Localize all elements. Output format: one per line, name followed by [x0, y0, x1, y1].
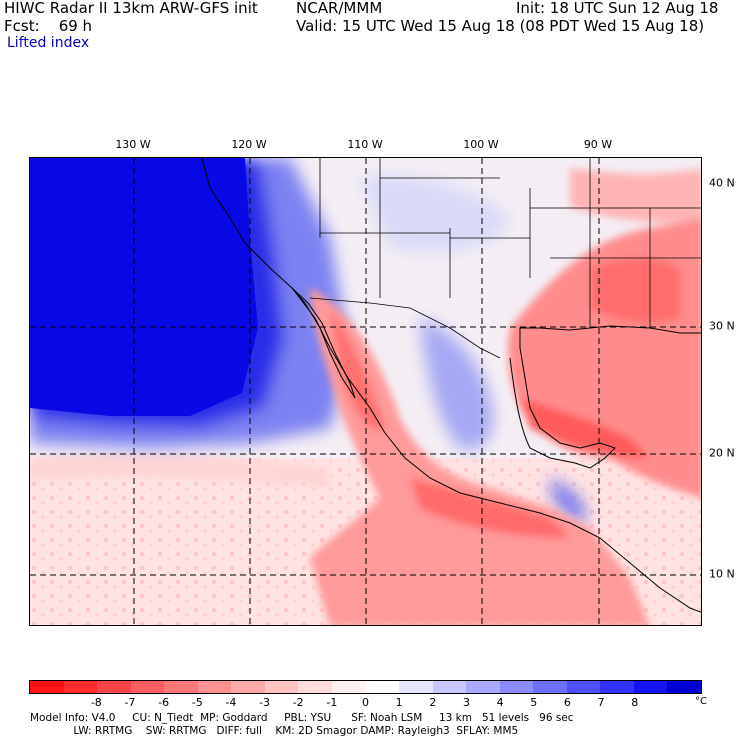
colorbar-tick-label: 6 [563, 696, 571, 709]
colorbar-swatch [298, 681, 332, 693]
political-borders [309, 158, 701, 359]
colorbar-tick-label: -6 [158, 696, 170, 709]
colorbar-tick-label: -5 [191, 696, 203, 709]
model-info-line2: LW: RRTMG SW: RRTMG DIFF: full KM: 2D Sm… [30, 725, 519, 737]
colorbar-swatch [130, 681, 165, 693]
unstable-region-mexico-coast [310, 288, 650, 625]
colorbar-tick-label: 2 [429, 696, 437, 709]
colorbar-swatch [633, 681, 668, 693]
lat-label-20n: 20 N [709, 446, 735, 460]
colorbar-tick-label: 8 [631, 696, 639, 709]
colorbar-swatch [399, 681, 433, 693]
unstable-region-gulf [508, 168, 701, 498]
lon-label-90w: 90 W [583, 138, 613, 151]
colorbar-swatch [499, 681, 534, 693]
colorbar-tick-label: -1 [326, 696, 338, 709]
lon-label-110w: 110 W [347, 138, 383, 151]
colorbar-swatch [231, 681, 265, 693]
colorbar-swatch [97, 681, 131, 693]
colorbar-unit: °C [695, 696, 707, 707]
init-time: Init: 18 UTC Sun 12 Aug 18 [516, 0, 719, 17]
colorbar-tick-label: -7 [124, 696, 136, 709]
colorbar-swatch [533, 681, 567, 693]
colorbar-tick-label: 3 [462, 696, 470, 709]
colorbar-tick-label: -8 [90, 696, 102, 709]
pacific-deep-blue [30, 158, 258, 416]
lifted-index-map [29, 157, 702, 626]
organization: NCAR/MMM [296, 0, 383, 17]
colorbar-tick-label: 5 [530, 696, 538, 709]
model-title: HIWC Radar II 13km ARW-GFS init [4, 0, 258, 17]
lat-label-40n: 40 N [709, 176, 735, 190]
model-info-line1: Model Info: V4.0 CU: N_Tiedt MP: Goddard… [30, 712, 574, 724]
colorbar-swatch [331, 681, 366, 693]
colorbar-swatch [63, 681, 98, 693]
colorbar [29, 680, 702, 694]
colorbar-tick-label: 7 [597, 696, 605, 709]
colorbar-swatch [466, 681, 500, 693]
lon-label-130w: 130 W [115, 138, 151, 151]
colorbar-tick-label: 4 [496, 696, 504, 709]
lon-label-100w: 100 W [463, 138, 499, 151]
colorbar-swatch [164, 681, 198, 693]
graticule [30, 158, 701, 625]
lon-label-120w: 120 W [231, 138, 267, 151]
colorbar-swatch [197, 681, 232, 693]
colorbar-tick-label: -3 [259, 696, 271, 709]
field-name: Lifted index [7, 35, 90, 51]
colorbar-swatch [667, 681, 701, 693]
map-canvas [30, 158, 701, 625]
colorbar-swatch [30, 681, 64, 693]
colorbar-tick-label: -2 [292, 696, 304, 709]
lat-label-30n: 30 N [709, 319, 735, 333]
colorbar-tick-label: 1 [395, 696, 403, 709]
colorbar-swatch [432, 681, 467, 693]
colorbar-swatch [264, 681, 299, 693]
lat-label-10n: 10 N [709, 567, 735, 581]
colorbar-tick-label: -4 [225, 696, 237, 709]
forecast-hour: Fcst: 69 h [4, 17, 93, 35]
itcz-band [30, 453, 330, 488]
colorbar-swatch [566, 681, 601, 693]
valid-time: Valid: 15 UTC Wed 15 Aug 18 (08 PDT Wed … [296, 17, 705, 35]
colorbar-tick-label: 0 [362, 696, 369, 709]
colorbar-swatch [600, 681, 634, 693]
coastlines [201, 158, 701, 613]
colorbar-swatch [365, 681, 400, 693]
